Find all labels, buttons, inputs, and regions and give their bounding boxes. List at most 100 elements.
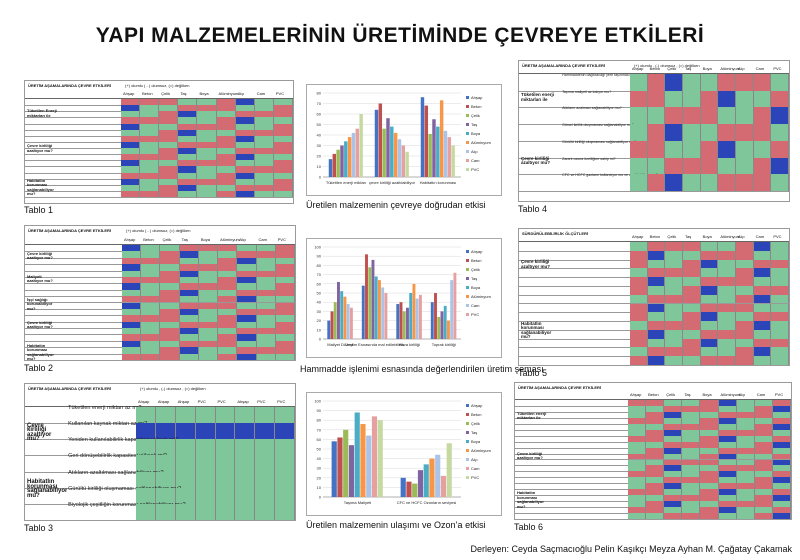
rating-cell: [216, 184, 236, 191]
rating-cell: [197, 111, 217, 118]
rating-cell: [159, 105, 179, 112]
rating-cell: [718, 74, 736, 91]
rating-cell: [771, 277, 789, 286]
rating-cell: [771, 268, 789, 278]
rating-cell: [682, 441, 701, 448]
legend-label: Alçı: [471, 457, 478, 462]
rating-cell: [665, 90, 683, 108]
rating-cell: [736, 405, 755, 412]
rating-cell: [647, 174, 666, 191]
rating-cell: [254, 166, 274, 173]
rating-cell: [159, 135, 179, 142]
legend-label: Alçı: [471, 149, 478, 154]
rating-cell: [665, 303, 683, 313]
rating-cell: [683, 242, 701, 251]
rating-cell: [160, 315, 180, 322]
table-title: ÜRETİM AŞAMALARINDA ÇEVRE ETKİLERİ: [518, 385, 602, 390]
bar: [400, 477, 406, 497]
rating-cell: [237, 308, 257, 316]
rating-cell: [275, 264, 295, 271]
rating-cell: [771, 140, 789, 158]
bar: [397, 139, 402, 177]
row-label: Zararlı ozona özelliğine sahip mi?: [562, 156, 616, 161]
rating-cell: [736, 74, 754, 91]
rating-cell: [700, 242, 719, 251]
rating-cell: [122, 353, 142, 360]
rating-cell: [218, 328, 238, 335]
rating-cell: [772, 459, 791, 466]
rating-cell: [215, 439, 236, 456]
rating-cell: [237, 257, 257, 265]
rating-cell: [254, 135, 274, 142]
chart-svg: 0 10 20 30 40 50 60 70 80 90 100 Maliyet DüzeyiÜret…: [314, 245, 491, 348]
column-header: PVC: [773, 66, 782, 71]
rating-cell: [160, 308, 180, 316]
rating-cell: [178, 123, 198, 130]
bar: [437, 316, 441, 339]
rating-cell: [235, 154, 255, 161]
chart-production: 0 10 20 30 40 50 60 70 80 90 100 Maliyet Düzeyi Üret…: [306, 238, 502, 358]
rating-cell: [254, 129, 274, 136]
y-tick-label: 60: [317, 281, 322, 286]
rating-cell: [197, 160, 217, 167]
rating-cell: [646, 441, 665, 448]
poster-title: YAPI MALZEMELERİNİN ÜRETİMİNDE ÇEVREYE E…: [95, 24, 705, 47]
bar: [401, 145, 406, 177]
rating-cell: [736, 471, 755, 478]
rating-cell: [754, 417, 773, 424]
rating-cell: [647, 140, 666, 158]
rating-cell: [771, 338, 789, 348]
rating-cell: [159, 111, 179, 118]
rating-cell: [646, 447, 665, 454]
rating-cell: [700, 411, 719, 418]
column-header: Taş: [684, 392, 691, 397]
legend-swatch: [466, 467, 469, 470]
legend-swatch: [466, 168, 469, 171]
rating-cell: [628, 513, 647, 519]
rating-cell: [254, 111, 274, 118]
legend-swatch: [466, 286, 469, 289]
rating-cell: [736, 329, 754, 339]
rating-cell: [753, 74, 772, 91]
rating-cell: [159, 178, 179, 185]
rating-cell: [121, 166, 141, 173]
rating-cell: [772, 471, 791, 478]
legend-label: PVC: [471, 167, 479, 172]
rating-cell: [215, 487, 236, 504]
table-legend: (+) olumlu , (-) olumsuz , (=) değilken: [634, 63, 700, 68]
rating-cell: [136, 471, 156, 488]
rating-cell: [198, 340, 219, 348]
category-label: Tüketilen enerji miktarları ile: [521, 92, 555, 102]
rating-cell: [772, 411, 791, 418]
y-tick-label: 90: [317, 254, 322, 259]
rating-cell: [155, 423, 176, 440]
rating-cell: [216, 141, 236, 148]
rating-cell: [630, 259, 648, 269]
rating-cell: [700, 347, 719, 357]
rating-cell: [754, 400, 773, 406]
rating-cell: [700, 453, 719, 460]
legend-label: Boya: [471, 131, 481, 136]
rating-cell: [736, 174, 754, 191]
rating-cell: [235, 172, 255, 179]
rating-cell: [273, 105, 293, 112]
rating-cell: [179, 257, 199, 265]
rating-cell: [159, 190, 179, 197]
chart-direct-effect: 0 10 20 30 40 50 60 70 80 Tüketilen enerji miktar…: [306, 84, 502, 196]
column-header: Beton: [648, 392, 659, 397]
rating-cell: [273, 172, 293, 179]
bar: [374, 276, 378, 339]
bar: [396, 304, 400, 339]
rating-cell: [664, 477, 683, 484]
rating-cell: [683, 140, 701, 158]
x-tick-label: Taşıma Maliyeti: [344, 500, 372, 505]
rating-cell: [718, 429, 737, 436]
table-1-caption: Tablo 1: [24, 205, 54, 215]
rating-cell: [718, 303, 736, 313]
rating-cell: [275, 308, 295, 316]
rating-cell: [718, 495, 737, 502]
rating-cell: [718, 489, 737, 496]
rating-cell: [255, 455, 276, 472]
legend-swatch: [466, 413, 469, 416]
bar: [368, 267, 372, 339]
